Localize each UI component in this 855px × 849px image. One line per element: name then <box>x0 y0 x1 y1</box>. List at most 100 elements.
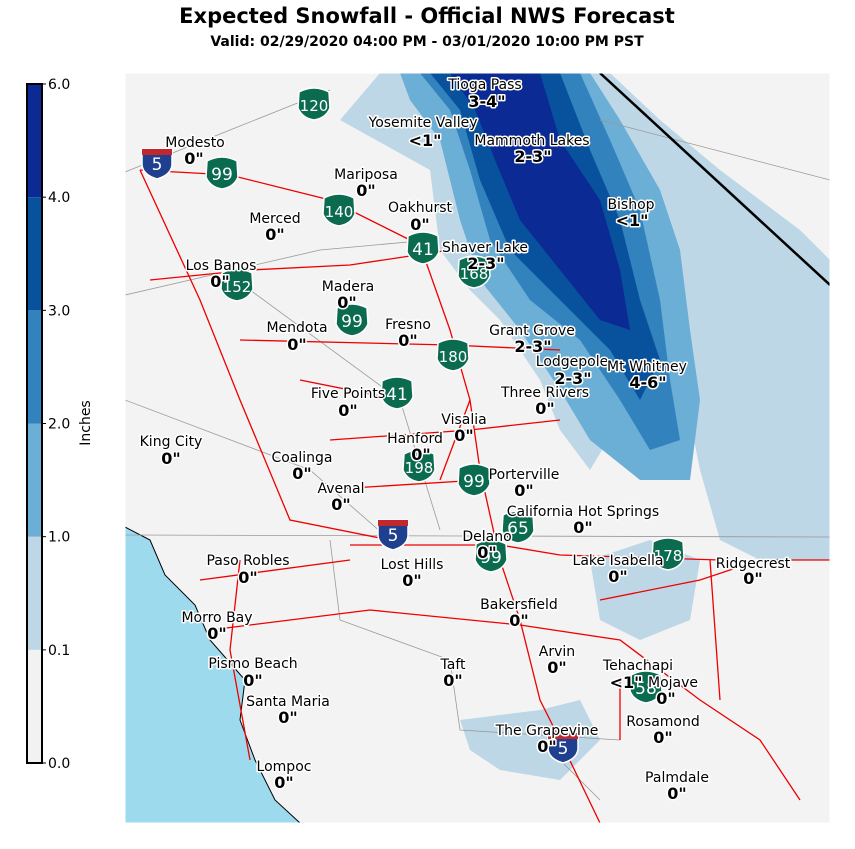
place-name: Bakersfield <box>480 597 558 613</box>
place-name: Paso Robles <box>206 553 289 569</box>
snow-amount: <1" <box>610 673 643 692</box>
map-area <box>125 73 830 823</box>
snow-amount: 0" <box>410 215 429 234</box>
highway-number: 5 <box>388 526 399 546</box>
colorbar-tick-label: 1.0 <box>48 530 70 546</box>
place-name: California Hot Springs <box>507 504 659 520</box>
state-shield <box>380 376 414 410</box>
snow-amount: 0" <box>547 658 566 677</box>
state-shield <box>436 338 470 372</box>
highway-number: 58 <box>635 679 657 699</box>
highway-number: 178 <box>654 547 683 565</box>
snow-amount: 0" <box>402 571 421 590</box>
place-name: Mt Whitney <box>607 359 687 375</box>
place-name: Delano <box>462 529 511 545</box>
place-name: Coalinga <box>271 450 332 466</box>
place-name: Palmdale <box>645 770 709 786</box>
place-name: The Grapevine <box>495 723 599 739</box>
subtitle: Valid: 02/29/2020 04:00 PM - 03/01/2020 … <box>210 34 644 50</box>
place-name: Fresno <box>385 317 431 333</box>
place-name: Yosemite Valley <box>368 115 478 131</box>
colorbar-tick-label: 2.0 <box>48 417 70 433</box>
highway-number: 99 <box>341 312 363 332</box>
highway-number: 5 <box>558 739 569 759</box>
state-shield <box>220 268 254 302</box>
interstate-shield <box>547 732 579 764</box>
place-name: Merced <box>249 211 300 227</box>
snow-amount: 0" <box>743 569 762 588</box>
colorbar-tick-label: 0.0 <box>48 756 70 772</box>
snow-amount: 0" <box>537 737 556 756</box>
colorbar-segment <box>27 197 42 311</box>
colorbar-segment <box>27 310 42 424</box>
colorbar-segment <box>27 423 42 537</box>
highway-number: 120 <box>300 97 329 115</box>
interstate-band <box>378 520 408 526</box>
snow-amount: 0" <box>667 784 686 803</box>
snow-amount: 0" <box>210 272 229 291</box>
highway-number: 65 <box>507 519 529 539</box>
colorbar-segment <box>27 84 42 198</box>
snow-amount: 0" <box>356 181 375 200</box>
highway-number: 152 <box>223 278 252 296</box>
place-name: Lost Hills <box>381 557 444 573</box>
interstate-shield <box>141 148 173 180</box>
snow-amount: <1" <box>409 131 442 150</box>
snow-amount: 0" <box>278 708 297 727</box>
state-shield <box>402 449 436 483</box>
place-name: Visalia <box>441 412 486 428</box>
place-name: Five Points <box>311 386 385 402</box>
place-name: Modesto <box>165 135 225 151</box>
place-name: Los Banos <box>186 258 257 274</box>
state-shield <box>335 303 369 337</box>
interstate-shield <box>377 519 409 551</box>
place-name: Lake Isabella <box>573 553 664 569</box>
snow-amount: 0" <box>238 568 257 587</box>
interstate-band <box>142 149 172 155</box>
highway-number: 180 <box>439 348 468 366</box>
colorbar: 0.0 0.1 1.0 2.0 3.0 4.0 6.0 <box>26 77 70 772</box>
place-name: Mariposa <box>334 167 398 183</box>
snow-amount: 0" <box>161 449 180 468</box>
snow-amount: 0" <box>477 543 496 562</box>
snow-amount: 0" <box>656 689 675 708</box>
colorbar-label: Inches <box>78 400 94 445</box>
colorbar-segment <box>27 649 42 763</box>
state-shield <box>629 670 663 704</box>
snow-amount: 0" <box>443 671 462 690</box>
colorbar-segment <box>27 536 42 650</box>
snow-amount: 2-3" <box>554 369 591 388</box>
place-name: Grant Grove <box>489 323 575 339</box>
state-shield <box>474 539 508 573</box>
snow-amount: 2-3" <box>467 254 504 273</box>
place-name: Lompoc <box>257 759 312 775</box>
state-shield <box>457 463 491 497</box>
colorbar-tick-label: 0.1 <box>48 643 70 659</box>
highway-number: 198 <box>405 459 434 477</box>
snow-amount: 0" <box>243 671 262 690</box>
place-name: Tioga Pass <box>447 77 521 93</box>
snow-amount: 0" <box>398 331 417 350</box>
colorbar-tick-label: 4.0 <box>48 190 70 206</box>
snow-amount: 0" <box>331 495 350 514</box>
highway-number: 5 <box>152 155 163 175</box>
snow-amount: 0" <box>573 518 592 537</box>
place-name: Three Rivers <box>500 385 589 401</box>
snow-amount: 3-4" <box>468 92 505 111</box>
place-name: Mammoth Lakes <box>474 133 589 149</box>
place-name: Arvin <box>539 644 575 660</box>
highway-number: 99 <box>463 472 485 492</box>
snow-amount: 0" <box>338 401 357 420</box>
snow-amount: 2-3" <box>514 337 551 356</box>
place-name: Bishop <box>607 197 654 213</box>
highway-number: 99 <box>211 165 233 185</box>
place-name: King City <box>140 434 203 450</box>
highway-number: 140 <box>325 203 354 221</box>
place-name: Pismo Beach <box>208 656 297 672</box>
snow-amount: 0" <box>411 445 430 464</box>
snow-amount: 0" <box>535 399 554 418</box>
snow-amount: 4-6" <box>629 373 666 392</box>
snow-amount: 0" <box>509 611 528 630</box>
